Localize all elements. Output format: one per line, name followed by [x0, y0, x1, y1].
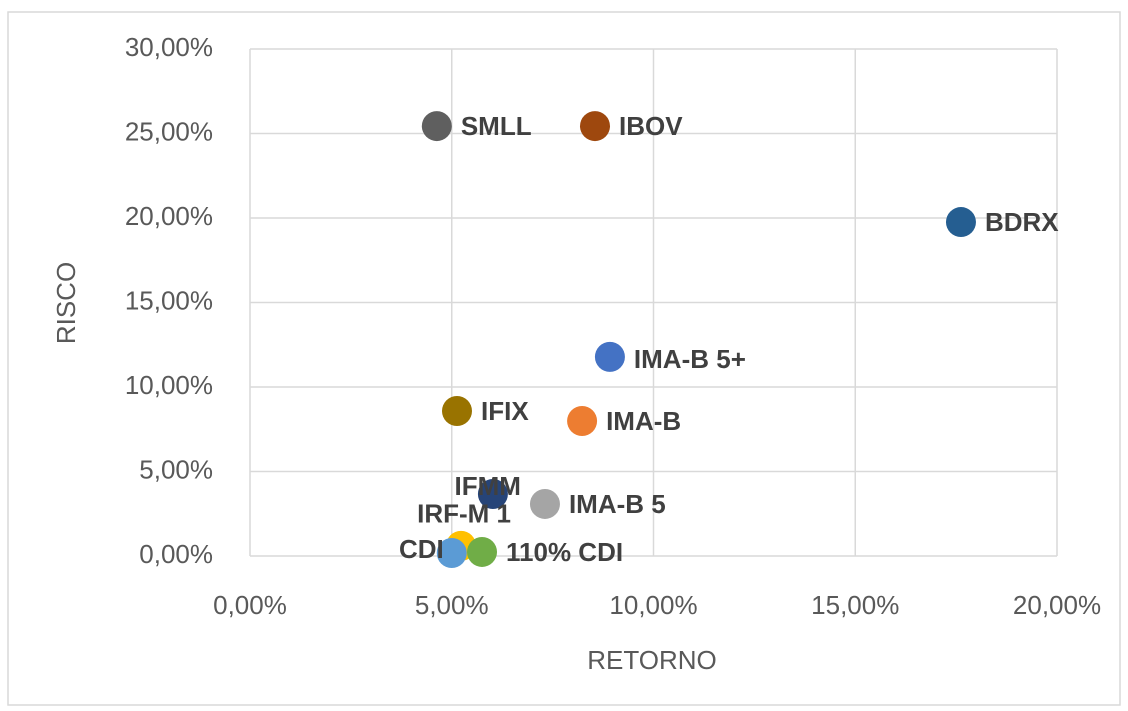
y-tick-label: 15,00% [125, 285, 213, 315]
x-tick-label: 15,00% [811, 590, 899, 620]
x-tick-label: 10,00% [609, 590, 697, 620]
data-label: IRF-M 1 [417, 499, 511, 529]
scatter-point [945, 207, 976, 238]
x-tick-label: 0,00% [213, 590, 287, 620]
scatter-point [579, 111, 610, 142]
y-tick-label: 20,00% [125, 201, 213, 231]
data-label: IBOV [619, 111, 683, 141]
scatter-point [594, 341, 625, 372]
x-axis-title: RETORNO [587, 645, 717, 675]
chart-frame [7, 11, 1121, 706]
scatter-point [467, 536, 498, 567]
scatter-point [436, 537, 467, 568]
scatter-point [567, 405, 598, 436]
y-tick-label: 30,00% [125, 32, 213, 62]
data-label: IMA-B 5+ [634, 344, 746, 374]
data-label: IFMM [454, 471, 520, 501]
scatter-point [477, 478, 508, 509]
y-tick-label: 25,00% [125, 116, 213, 146]
y-tick-label: 5,00% [139, 454, 213, 484]
data-label: IFIX [481, 396, 529, 426]
data-label: IMA-B [606, 406, 681, 436]
y-tick-label: 10,00% [125, 370, 213, 400]
data-label: CDI [399, 534, 444, 564]
data-label: SMLL [461, 111, 532, 141]
x-tick-label: 20,00% [1013, 590, 1101, 620]
y-tick-label: 0,00% [139, 539, 213, 569]
data-label: IMA-B 5 [569, 489, 666, 519]
y-axis-title: RISCO [51, 262, 81, 344]
x-tick-label: 5,00% [415, 590, 489, 620]
data-label: BDRX [985, 207, 1059, 237]
scatter-point [529, 488, 560, 519]
scatter-point [421, 111, 452, 142]
scatter-point [441, 395, 472, 426]
data-label: 110% CDI [506, 537, 623, 567]
